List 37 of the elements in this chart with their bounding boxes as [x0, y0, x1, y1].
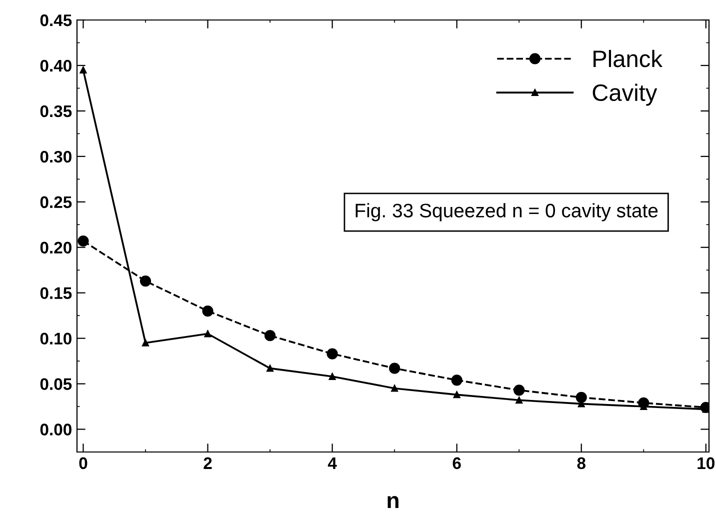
y-tick-label: 0.20: [40, 242, 72, 254]
point: [266, 364, 274, 372]
annotation: Fig. 33 Squeezed n = 0 cavity state: [356, 203, 658, 222]
point: [326, 348, 338, 360]
legend-label: Cavity: [592, 84, 658, 106]
point: [389, 362, 400, 374]
y-tick-label: 0.35: [40, 105, 72, 118]
point: [391, 384, 398, 392]
x-tick-label: 0: [79, 457, 88, 470]
point: [78, 235, 89, 247]
y-tick-label: 0.00: [40, 424, 72, 436]
point: [80, 66, 87, 74]
y-tick-label: 0.10: [40, 332, 72, 345]
point: [204, 330, 212, 338]
y-tick-label: 0.05: [40, 378, 72, 390]
point: [328, 373, 336, 380]
y-tick-label: 0.25: [40, 196, 72, 208]
legend-label: Planck: [594, 50, 663, 68]
point: [453, 391, 460, 398]
point: [264, 330, 276, 342]
y-tick-label: 0.30: [40, 150, 72, 163]
x-tick-label: 8: [577, 457, 586, 470]
point: [140, 275, 152, 287]
y-tick-label: 0.40: [40, 60, 72, 72]
y-tick-label: 0.45: [40, 14, 72, 26]
x-tick-label: 2: [204, 457, 212, 469]
point: [516, 396, 523, 404]
x-tick-label: 6: [452, 457, 461, 470]
point: [514, 384, 525, 396]
x-tick-label: 4: [328, 457, 337, 469]
x-axis-title: n: [388, 496, 398, 508]
y-tick-label: 0.15: [40, 287, 72, 300]
point: [576, 392, 587, 403]
point: [451, 374, 462, 386]
x-tick-label: 10: [698, 457, 714, 470]
point: [202, 305, 214, 317]
point: [142, 339, 149, 346]
